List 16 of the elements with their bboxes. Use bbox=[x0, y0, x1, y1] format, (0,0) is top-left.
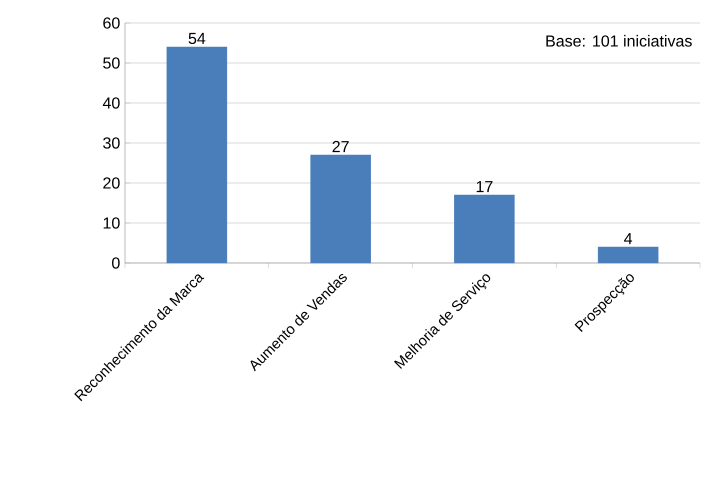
y-tick-label: 10 bbox=[104, 217, 120, 229]
y-tick-label: 20 bbox=[103, 177, 120, 189]
y-tick-label: 50 bbox=[103, 57, 120, 69]
bar bbox=[310, 154, 371, 264]
data-label: 17 bbox=[476, 181, 492, 192]
data-label: 54 bbox=[188, 32, 206, 44]
y-tick-label: 30 bbox=[103, 137, 120, 149]
data-label: 4 bbox=[624, 233, 632, 244]
bar bbox=[166, 46, 228, 264]
bar bbox=[598, 246, 658, 264]
data-label: 27 bbox=[332, 140, 349, 152]
y-tick-label: 60 bbox=[103, 17, 120, 29]
y-tick-label: 0 bbox=[112, 257, 120, 269]
y-tick-label: 40 bbox=[102, 97, 120, 109]
bar bbox=[454, 194, 515, 264]
annotation: Base: 101 iniciativas bbox=[546, 34, 692, 47]
